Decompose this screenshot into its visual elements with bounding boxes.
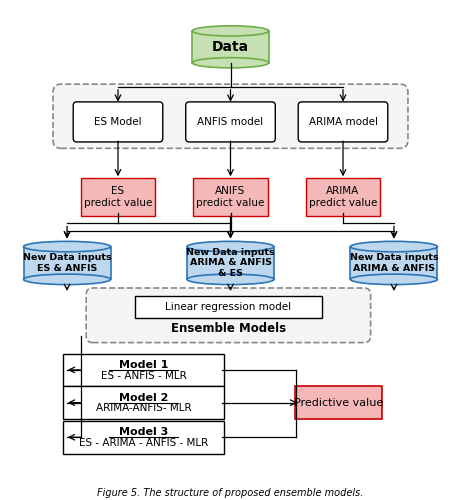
Text: Predictive value: Predictive value [294,398,384,407]
Text: ES
predict value: ES predict value [84,186,152,208]
Text: Model 2: Model 2 [119,392,168,402]
FancyBboxPatch shape [298,102,388,142]
FancyBboxPatch shape [63,386,224,419]
Text: ARIMA
predict value: ARIMA predict value [309,186,377,208]
FancyBboxPatch shape [81,178,155,216]
Ellipse shape [192,26,269,36]
Text: Model 1: Model 1 [119,360,168,370]
FancyBboxPatch shape [63,354,224,386]
Text: ES - ANFIS - MLR: ES - ANFIS - MLR [100,370,186,380]
Ellipse shape [187,242,274,252]
FancyBboxPatch shape [193,178,268,216]
FancyBboxPatch shape [306,178,380,216]
Ellipse shape [350,274,437,284]
Text: ES Model: ES Model [94,117,142,127]
Ellipse shape [192,58,269,68]
Ellipse shape [24,242,111,252]
FancyBboxPatch shape [86,288,371,343]
Text: ANFIS model: ANFIS model [197,117,264,127]
Ellipse shape [24,274,111,284]
Text: ANIFS
predict value: ANIFS predict value [196,186,265,208]
FancyBboxPatch shape [192,31,269,63]
Text: Ensemble Models: Ensemble Models [171,322,286,336]
FancyBboxPatch shape [24,246,111,280]
Text: ARIMA-ANFIS- MLR: ARIMA-ANFIS- MLR [95,404,191,413]
Text: New Data inputs
ARIMA & ANFIS
& ES: New Data inputs ARIMA & ANFIS & ES [186,248,275,278]
Text: Linear regression model: Linear regression model [165,302,291,312]
Text: Figure 5. The structure of proposed ensemble models.: Figure 5. The structure of proposed ense… [97,488,364,498]
Text: New Data inputs
ARIMA & ANFIS: New Data inputs ARIMA & ANFIS [349,254,438,272]
FancyBboxPatch shape [295,386,382,419]
FancyBboxPatch shape [186,102,275,142]
Text: Data: Data [212,40,249,54]
Text: ES - ARIMA - ANFIS - MLR: ES - ARIMA - ANFIS - MLR [79,438,208,448]
Text: New Data inputs
ES & ANFIS: New Data inputs ES & ANFIS [23,254,112,272]
FancyBboxPatch shape [187,246,274,280]
FancyBboxPatch shape [53,84,408,148]
FancyBboxPatch shape [63,421,224,454]
FancyBboxPatch shape [73,102,163,142]
Text: ARIMA model: ARIMA model [308,117,378,127]
Ellipse shape [187,274,274,284]
FancyBboxPatch shape [135,296,322,318]
FancyBboxPatch shape [350,246,437,280]
Ellipse shape [350,242,437,252]
Text: Model 3: Model 3 [119,427,168,437]
